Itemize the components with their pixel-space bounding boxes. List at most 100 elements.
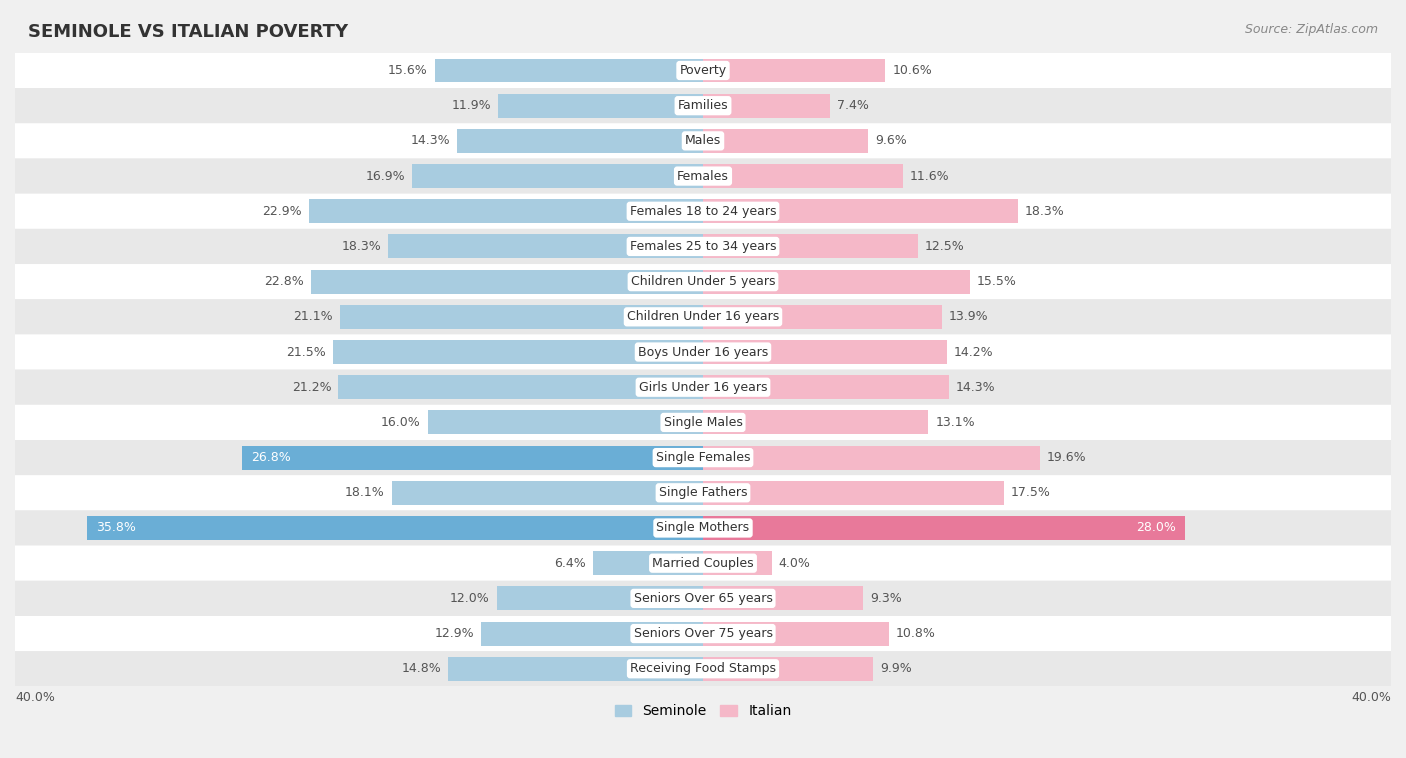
Text: 18.3%: 18.3% (342, 240, 381, 253)
Bar (703, 656, 873, 681)
Bar (703, 58, 886, 83)
Text: 17.5%: 17.5% (1011, 487, 1050, 500)
FancyBboxPatch shape (15, 405, 1391, 440)
FancyBboxPatch shape (15, 264, 1391, 299)
FancyBboxPatch shape (15, 370, 1391, 405)
Text: 40.0%: 40.0% (1351, 691, 1391, 703)
Text: Females 25 to 34 years: Females 25 to 34 years (630, 240, 776, 253)
Bar (593, 551, 703, 575)
FancyBboxPatch shape (15, 229, 1391, 264)
Text: 7.4%: 7.4% (837, 99, 869, 112)
Text: 35.8%: 35.8% (96, 522, 136, 534)
Text: Seniors Over 65 years: Seniors Over 65 years (634, 592, 772, 605)
Text: 21.2%: 21.2% (292, 381, 332, 393)
Bar (434, 58, 703, 83)
Text: Children Under 16 years: Children Under 16 years (627, 310, 779, 324)
Text: Poverty: Poverty (679, 64, 727, 77)
Bar (703, 234, 918, 258)
Bar (703, 375, 949, 399)
FancyBboxPatch shape (15, 440, 1391, 475)
Text: Males: Males (685, 134, 721, 147)
Bar (339, 375, 703, 399)
FancyBboxPatch shape (15, 334, 1391, 370)
Bar (333, 340, 703, 364)
Text: 9.6%: 9.6% (875, 134, 907, 147)
Text: 14.3%: 14.3% (411, 134, 450, 147)
Text: 11.9%: 11.9% (451, 99, 492, 112)
Bar (449, 656, 703, 681)
Legend: Seminole, Italian: Seminole, Italian (609, 699, 797, 724)
FancyBboxPatch shape (15, 581, 1391, 616)
Text: Single Fathers: Single Fathers (659, 487, 747, 500)
Bar (481, 622, 703, 646)
FancyBboxPatch shape (15, 124, 1391, 158)
FancyBboxPatch shape (15, 299, 1391, 334)
FancyBboxPatch shape (15, 158, 1391, 193)
FancyBboxPatch shape (15, 651, 1391, 686)
Bar (703, 622, 889, 646)
Bar (457, 129, 703, 153)
Bar (703, 164, 903, 188)
Bar (703, 587, 863, 610)
Bar (388, 234, 703, 258)
Text: Boys Under 16 years: Boys Under 16 years (638, 346, 768, 359)
Text: 15.5%: 15.5% (977, 275, 1017, 288)
Bar (703, 516, 1185, 540)
FancyBboxPatch shape (15, 616, 1391, 651)
Bar (498, 94, 703, 117)
Text: 28.0%: 28.0% (1136, 522, 1175, 534)
Text: 10.6%: 10.6% (893, 64, 932, 77)
Text: Source: ZipAtlas.com: Source: ZipAtlas.com (1244, 23, 1378, 36)
Bar (703, 94, 831, 117)
Bar (87, 516, 703, 540)
Bar (703, 481, 1004, 505)
Text: Single Males: Single Males (664, 416, 742, 429)
Bar (311, 270, 703, 293)
Text: SEMINOLE VS ITALIAN POVERTY: SEMINOLE VS ITALIAN POVERTY (28, 23, 349, 41)
Text: 22.8%: 22.8% (264, 275, 304, 288)
Text: 13.9%: 13.9% (949, 310, 988, 324)
Text: 19.6%: 19.6% (1047, 451, 1087, 464)
Text: 15.6%: 15.6% (388, 64, 427, 77)
Text: 9.9%: 9.9% (880, 662, 912, 675)
Text: 12.0%: 12.0% (450, 592, 489, 605)
Text: 11.6%: 11.6% (910, 170, 949, 183)
Bar (392, 481, 703, 505)
Text: 40.0%: 40.0% (15, 691, 55, 703)
Text: 21.1%: 21.1% (294, 310, 333, 324)
Bar (703, 305, 942, 329)
Bar (703, 270, 970, 293)
Bar (703, 446, 1040, 469)
Text: Girls Under 16 years: Girls Under 16 years (638, 381, 768, 393)
Text: 14.2%: 14.2% (955, 346, 994, 359)
Text: Families: Families (678, 99, 728, 112)
Text: 9.3%: 9.3% (870, 592, 901, 605)
Text: 10.8%: 10.8% (896, 627, 935, 640)
Bar (412, 164, 703, 188)
FancyBboxPatch shape (15, 53, 1391, 88)
Text: Seniors Over 75 years: Seniors Over 75 years (634, 627, 772, 640)
Text: Single Mothers: Single Mothers (657, 522, 749, 534)
Text: 12.9%: 12.9% (434, 627, 474, 640)
FancyBboxPatch shape (15, 475, 1391, 510)
Text: 4.0%: 4.0% (779, 556, 810, 570)
FancyBboxPatch shape (15, 510, 1391, 546)
Bar (703, 551, 772, 575)
Text: 16.9%: 16.9% (366, 170, 405, 183)
FancyBboxPatch shape (15, 193, 1391, 229)
Text: 26.8%: 26.8% (250, 451, 291, 464)
Bar (703, 340, 948, 364)
Text: 14.8%: 14.8% (402, 662, 441, 675)
Bar (703, 129, 868, 153)
Text: Females 18 to 24 years: Females 18 to 24 years (630, 205, 776, 218)
Bar (703, 199, 1018, 223)
Bar (427, 410, 703, 434)
Text: 22.9%: 22.9% (263, 205, 302, 218)
Bar (242, 446, 703, 469)
Text: Children Under 5 years: Children Under 5 years (631, 275, 775, 288)
Text: Females: Females (678, 170, 728, 183)
Text: 18.1%: 18.1% (344, 487, 385, 500)
Text: 13.1%: 13.1% (935, 416, 974, 429)
Text: 12.5%: 12.5% (925, 240, 965, 253)
FancyBboxPatch shape (15, 88, 1391, 124)
